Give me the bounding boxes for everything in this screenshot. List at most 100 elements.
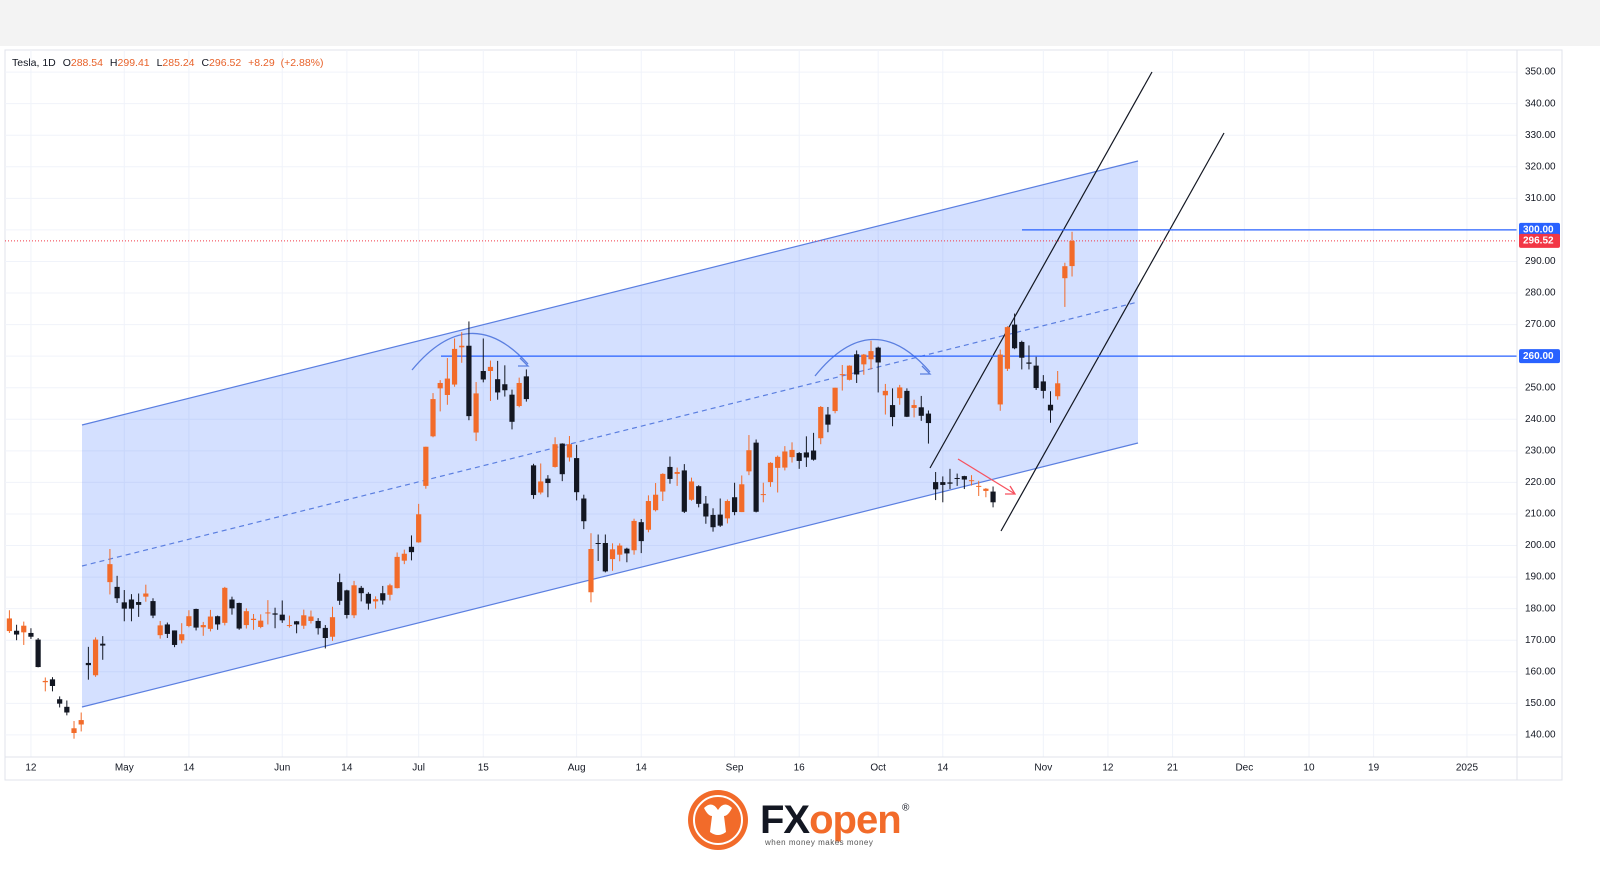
candle-body <box>796 453 802 461</box>
candle-body <box>609 549 616 560</box>
candle-body <box>660 473 666 492</box>
candle-body <box>667 466 673 479</box>
candle-body <box>983 488 989 491</box>
y-tick-label: 270.00 <box>1525 319 1556 330</box>
candle-body <box>897 387 903 399</box>
ohlc-value: 288.54 <box>71 57 103 69</box>
candle-body <box>107 564 113 583</box>
candle-body <box>408 546 415 553</box>
candle-body <box>394 556 400 589</box>
candle-body <box>918 407 924 416</box>
candle-body <box>49 679 56 686</box>
x-tick-label: Nov <box>1034 763 1052 774</box>
ohlc-value: 296.52 <box>209 57 241 69</box>
candle-body <box>215 616 221 625</box>
candle-body <box>294 621 300 625</box>
candle-body <box>1033 365 1039 389</box>
candle-body <box>624 548 630 554</box>
header: Tesla, 1D O288.54 H299.41 L285.24 C296.5… <box>12 57 324 69</box>
candle-body <box>487 366 494 371</box>
candle-body <box>775 456 781 468</box>
candle-body <box>523 376 529 400</box>
x-tick-label: Dec <box>1235 763 1253 774</box>
arc-right-head <box>920 365 932 375</box>
candle-body <box>279 614 285 621</box>
logo-bull <box>704 804 732 835</box>
candle-body <box>854 354 860 375</box>
trend-line <box>1000 132 1225 532</box>
candle-body <box>143 593 149 597</box>
y-tick-label: 200.00 <box>1525 540 1556 551</box>
last-price-box <box>1519 233 1560 248</box>
y-tick-label: 150.00 <box>1525 698 1556 709</box>
candle-body <box>602 543 608 572</box>
level-label-box <box>1519 222 1560 237</box>
x-tick-label: Oct <box>870 763 886 774</box>
candle-body <box>947 482 953 484</box>
candle-body <box>925 413 932 424</box>
candle-body <box>451 348 458 385</box>
candle-body <box>121 602 127 609</box>
channel-bottom <box>81 442 1139 708</box>
candle-body <box>128 599 135 609</box>
candle-body <box>688 481 695 500</box>
candle-body <box>171 630 178 645</box>
brand-open: open <box>809 798 901 842</box>
x-tick-label: 21 <box>1167 763 1179 774</box>
candle-body <box>1019 341 1025 358</box>
candle-body <box>940 482 946 485</box>
x-tick-label: 16 <box>794 763 806 774</box>
candle-body <box>1055 383 1061 397</box>
candle-body <box>810 450 817 460</box>
candle-body <box>71 728 77 734</box>
x-tick-label: 12 <box>1102 763 1114 774</box>
y-tick-label: 340.00 <box>1525 98 1556 109</box>
candle-body <box>882 390 888 396</box>
candle-body <box>315 620 321 629</box>
candle-body <box>574 458 580 493</box>
candle-body <box>344 590 350 615</box>
x-tick-label: 14 <box>937 763 949 774</box>
x-tick-label: May <box>115 763 134 774</box>
candle-body <box>595 543 601 545</box>
candle-body <box>365 593 371 604</box>
candle-body <box>538 481 544 493</box>
candle-body <box>904 390 910 417</box>
y-tick-label: 290.00 <box>1525 256 1556 267</box>
candle-body <box>480 370 486 380</box>
candle-body <box>645 501 652 530</box>
candle-body <box>372 599 379 602</box>
y-tick-label: 280.00 <box>1525 288 1556 299</box>
candle-body <box>207 616 214 629</box>
symbol: Tesla, 1D <box>12 57 56 69</box>
candle-body <box>739 484 745 513</box>
registered: ® <box>902 803 910 814</box>
candle-body <box>696 486 702 504</box>
candle-body <box>78 720 84 725</box>
y-tick-label: 250.00 <box>1525 382 1556 393</box>
candle-body <box>552 444 558 467</box>
candle-body <box>588 549 594 593</box>
x-tick-label: 12 <box>25 763 37 774</box>
y-tick-label: 230.00 <box>1525 445 1556 456</box>
candle-body <box>846 365 853 380</box>
level-label: 260.00 <box>1523 351 1554 362</box>
y-tick-label: 170.00 <box>1525 635 1556 646</box>
candle-body <box>559 443 565 475</box>
candle-body <box>832 387 838 412</box>
candle-body <box>136 602 142 605</box>
x-tick-label: Sep <box>726 763 744 774</box>
channel-top <box>81 160 1139 426</box>
candle-body <box>265 612 271 614</box>
candle-body <box>64 706 70 713</box>
candle-body <box>581 498 587 522</box>
candle-body <box>1004 327 1011 369</box>
candle-body <box>1040 381 1046 391</box>
candle-body <box>495 379 501 393</box>
x-tick-label: Jul <box>412 763 425 774</box>
y-tick-label: 330.00 <box>1525 130 1556 141</box>
y-tick-label: 320.00 <box>1525 161 1556 172</box>
candle-body <box>545 478 551 484</box>
candle-body <box>710 514 716 528</box>
top-band <box>0 0 1600 46</box>
